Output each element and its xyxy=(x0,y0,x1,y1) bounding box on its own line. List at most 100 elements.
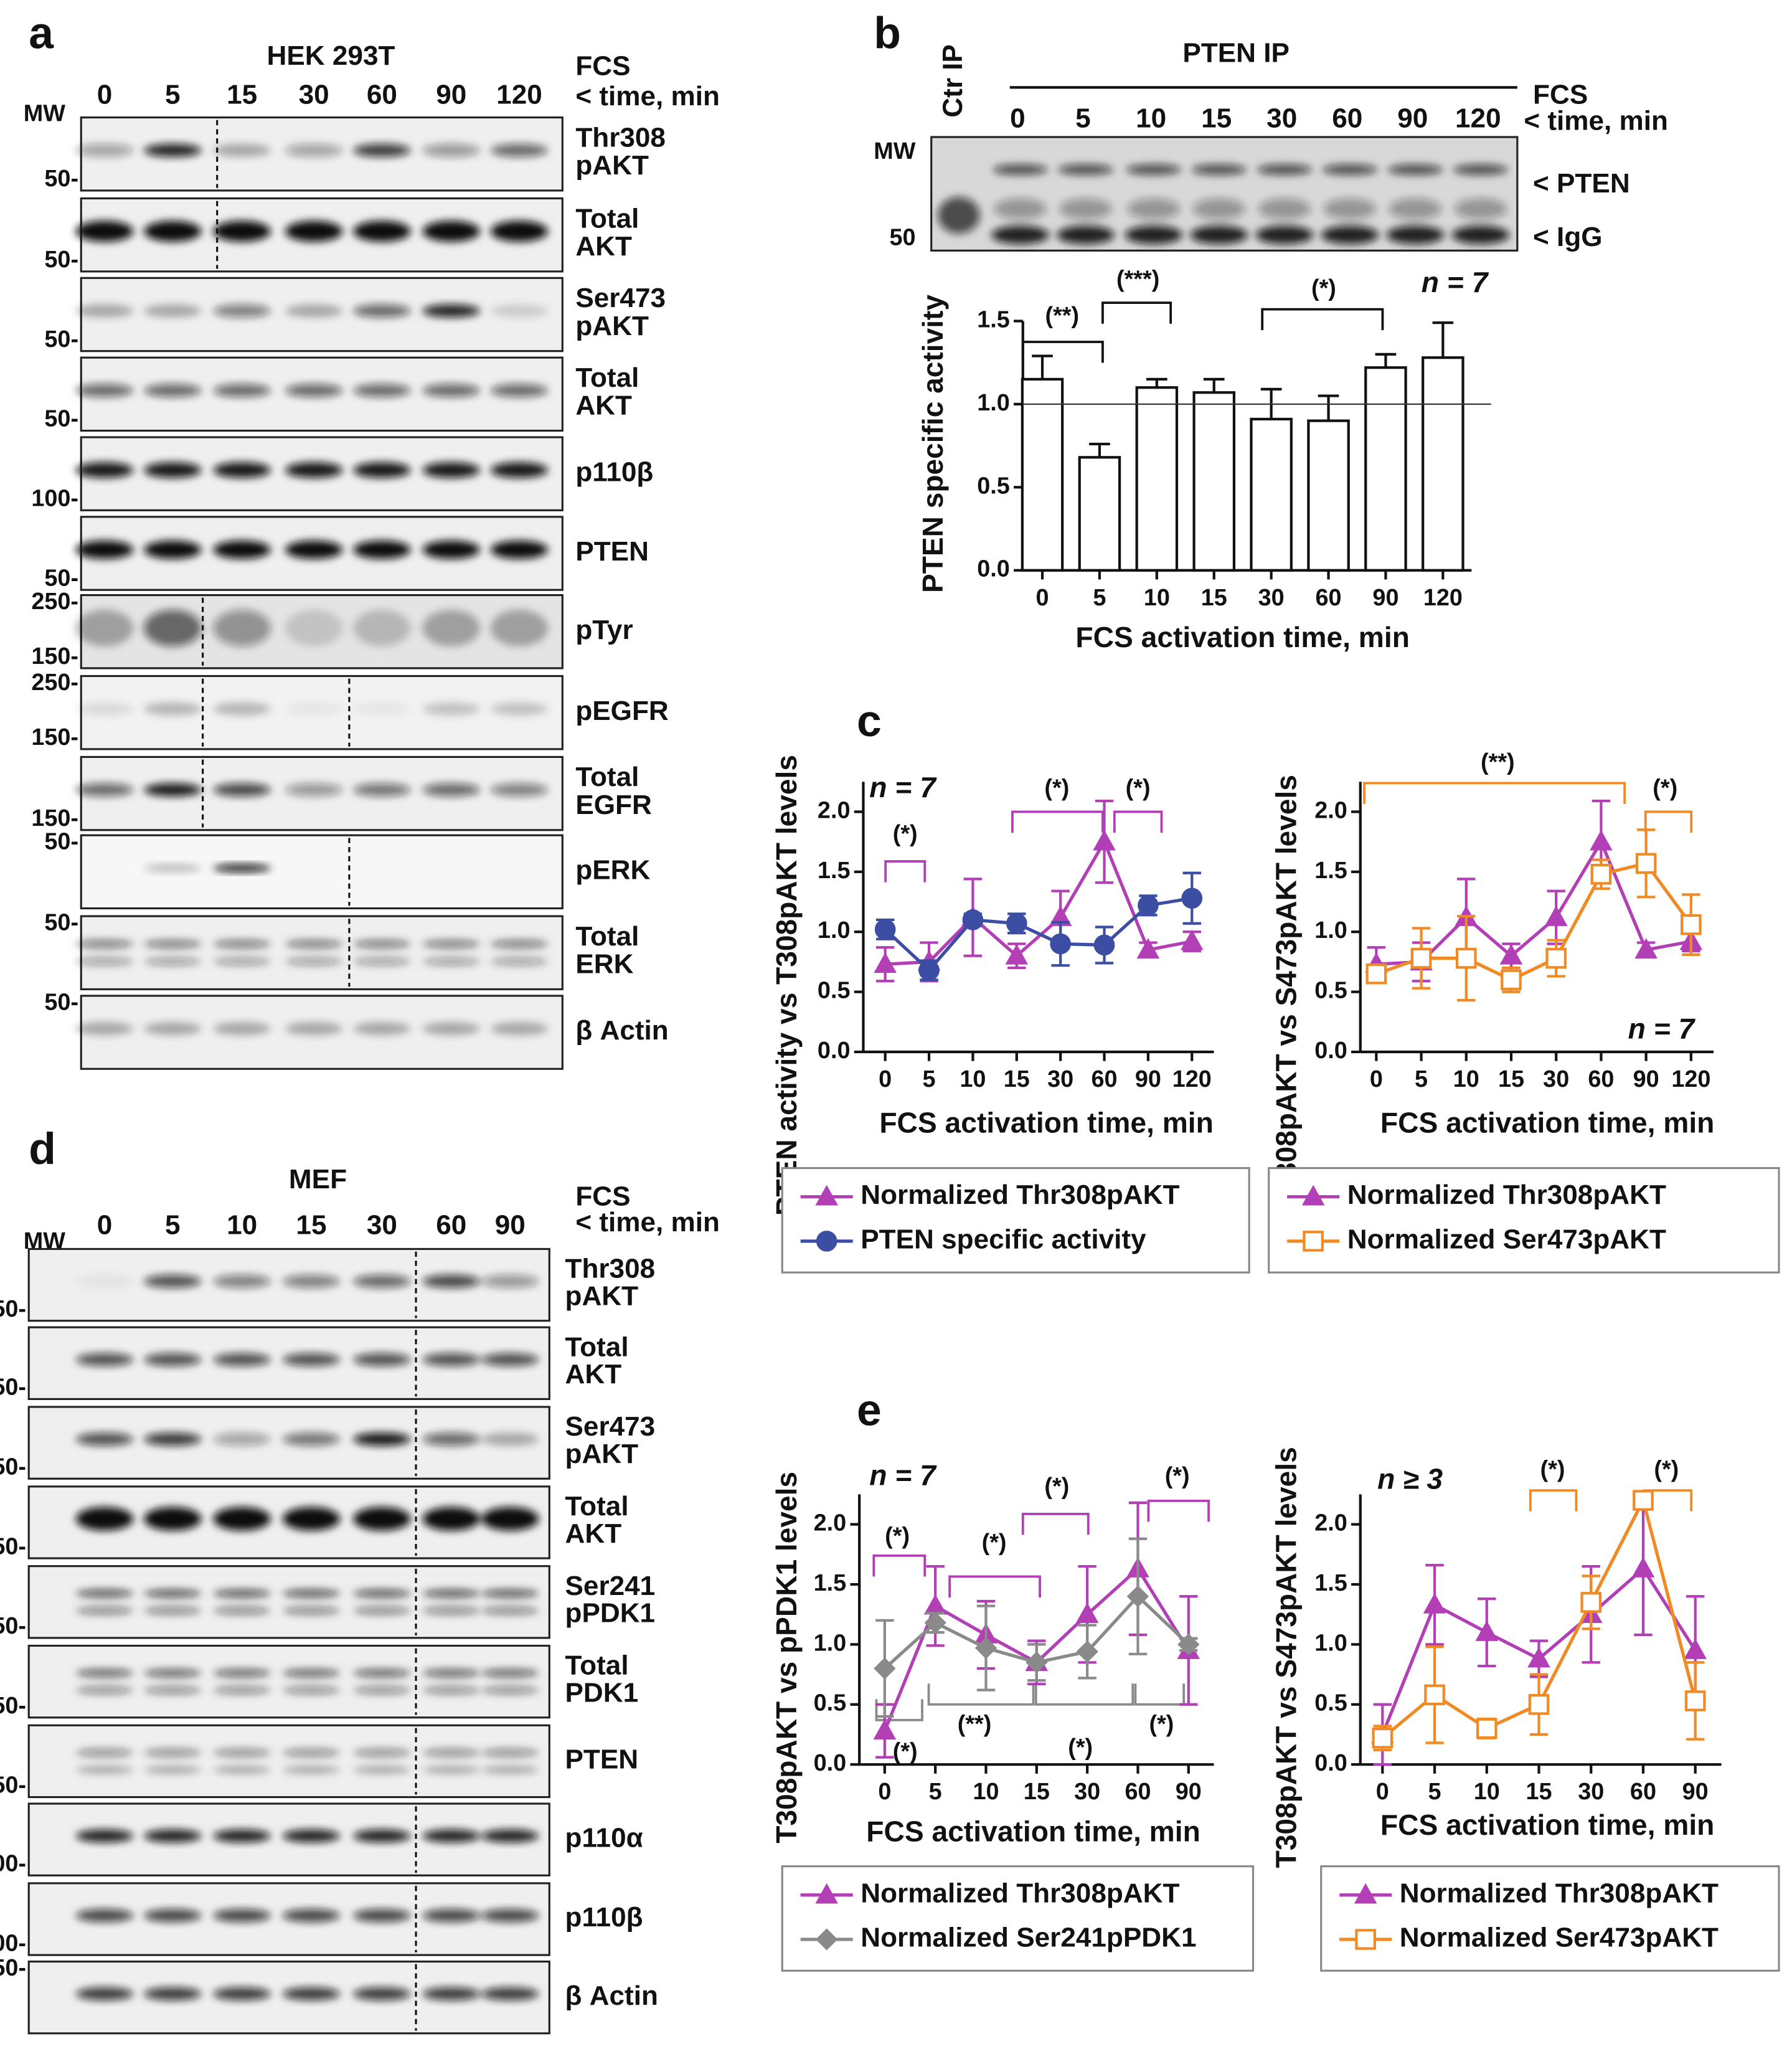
bar xyxy=(1078,456,1121,572)
band xyxy=(282,1829,341,1843)
lane-label: 10 xyxy=(227,1209,257,1240)
band xyxy=(1190,225,1248,244)
band xyxy=(353,702,411,716)
band xyxy=(481,1507,539,1531)
significance-label: (*) xyxy=(1044,1474,1069,1500)
band-group xyxy=(75,462,549,478)
legend-box xyxy=(1320,1865,1780,1972)
band xyxy=(144,1432,202,1446)
panel-letter: c xyxy=(857,696,882,746)
blot xyxy=(80,915,564,990)
x-tick-label: 30 xyxy=(1074,1779,1100,1805)
y-axis-label: PTEN specific activity xyxy=(917,295,949,593)
band xyxy=(422,702,480,716)
band xyxy=(422,1353,480,1366)
point xyxy=(1631,1556,1655,1578)
band xyxy=(75,1432,134,1446)
x-axis-label: FCS activation time, min xyxy=(1380,1809,1715,1841)
significance-bracket xyxy=(1021,1512,1090,1535)
band xyxy=(213,1606,271,1615)
band xyxy=(75,384,134,397)
band xyxy=(285,783,343,797)
band xyxy=(144,783,202,797)
lane-label: 120 xyxy=(496,80,542,110)
band-group xyxy=(75,1668,539,1695)
significance-label: (*) xyxy=(1311,275,1336,301)
band-group xyxy=(75,1829,539,1843)
band xyxy=(353,957,411,966)
band xyxy=(285,1022,343,1036)
point xyxy=(918,960,940,981)
band xyxy=(481,1432,539,1446)
y-tick-label: 1.5 xyxy=(1314,858,1347,884)
mw-marker: 100- xyxy=(0,1851,26,1877)
band xyxy=(213,1668,271,1677)
x-tick-label: 30 xyxy=(1578,1779,1604,1805)
y-tick-label: 0.0 xyxy=(977,556,1010,582)
band xyxy=(213,1507,271,1531)
mw-marker: 50- xyxy=(0,1613,26,1639)
legend-label: Normalized Thr308pAKT xyxy=(1400,1878,1719,1908)
row-label: PTEN xyxy=(565,1744,639,1775)
band xyxy=(144,1022,202,1036)
band xyxy=(144,462,202,478)
x-tick-label: 90 xyxy=(1176,1779,1202,1805)
band xyxy=(1192,198,1245,220)
band xyxy=(282,1589,341,1597)
band xyxy=(422,143,480,157)
point xyxy=(873,1719,897,1740)
band xyxy=(490,462,549,478)
point xyxy=(1684,1639,1707,1659)
x-tick-label: 15 xyxy=(1004,1066,1030,1092)
band xyxy=(481,1748,539,1757)
y-tick-label: 0.0 xyxy=(814,1750,847,1776)
legend-marker xyxy=(1355,1929,1376,1950)
legend-marker xyxy=(1303,1231,1324,1252)
x-tick-label: 60 xyxy=(1588,1066,1614,1092)
legend-marker xyxy=(816,1231,837,1252)
point xyxy=(1476,1718,1497,1739)
band xyxy=(993,164,1048,175)
mw-marker: 50- xyxy=(44,989,78,1015)
row-label: p110β xyxy=(575,457,653,487)
mw-marker: 50- xyxy=(44,166,78,192)
band xyxy=(353,220,411,242)
x-tick-label: 60 xyxy=(1125,1779,1151,1805)
band xyxy=(144,1909,202,1923)
band xyxy=(144,1987,202,2000)
significance-bracket xyxy=(1147,1499,1210,1522)
band-group xyxy=(75,1748,539,1774)
band xyxy=(490,940,549,948)
band xyxy=(422,304,480,318)
significance-label: (*) xyxy=(1149,1711,1174,1737)
band xyxy=(422,220,480,242)
y-tick-label: 0.5 xyxy=(818,978,851,1004)
band xyxy=(422,1686,480,1695)
band xyxy=(144,1274,202,1288)
panel-letter: d xyxy=(29,1124,56,1174)
band xyxy=(144,540,202,559)
significance-bracket xyxy=(1363,782,1626,804)
blot-title: MEF xyxy=(289,1164,347,1195)
band xyxy=(75,462,134,478)
band xyxy=(213,540,271,559)
row-label: p110α xyxy=(565,1822,643,1853)
mw-marker: 50- xyxy=(44,910,78,936)
band xyxy=(282,1353,341,1366)
band xyxy=(353,1748,411,1757)
row-label: pAKT xyxy=(565,1439,639,1469)
blot xyxy=(27,1724,550,1799)
significance-label: (*) xyxy=(1068,1734,1093,1761)
point xyxy=(874,919,896,940)
significance-bracket xyxy=(1113,810,1163,833)
band xyxy=(490,610,549,646)
band xyxy=(282,1686,341,1695)
significance-bracket xyxy=(872,1554,927,1577)
band xyxy=(75,1668,134,1677)
mw-marker: 50- xyxy=(44,406,78,432)
blot-title: PTEN IP xyxy=(1182,38,1290,69)
y-tick-label: 2.0 xyxy=(814,1510,847,1536)
band xyxy=(422,1589,480,1597)
x-tick-label: 10 xyxy=(960,1066,986,1092)
band xyxy=(481,1274,539,1288)
